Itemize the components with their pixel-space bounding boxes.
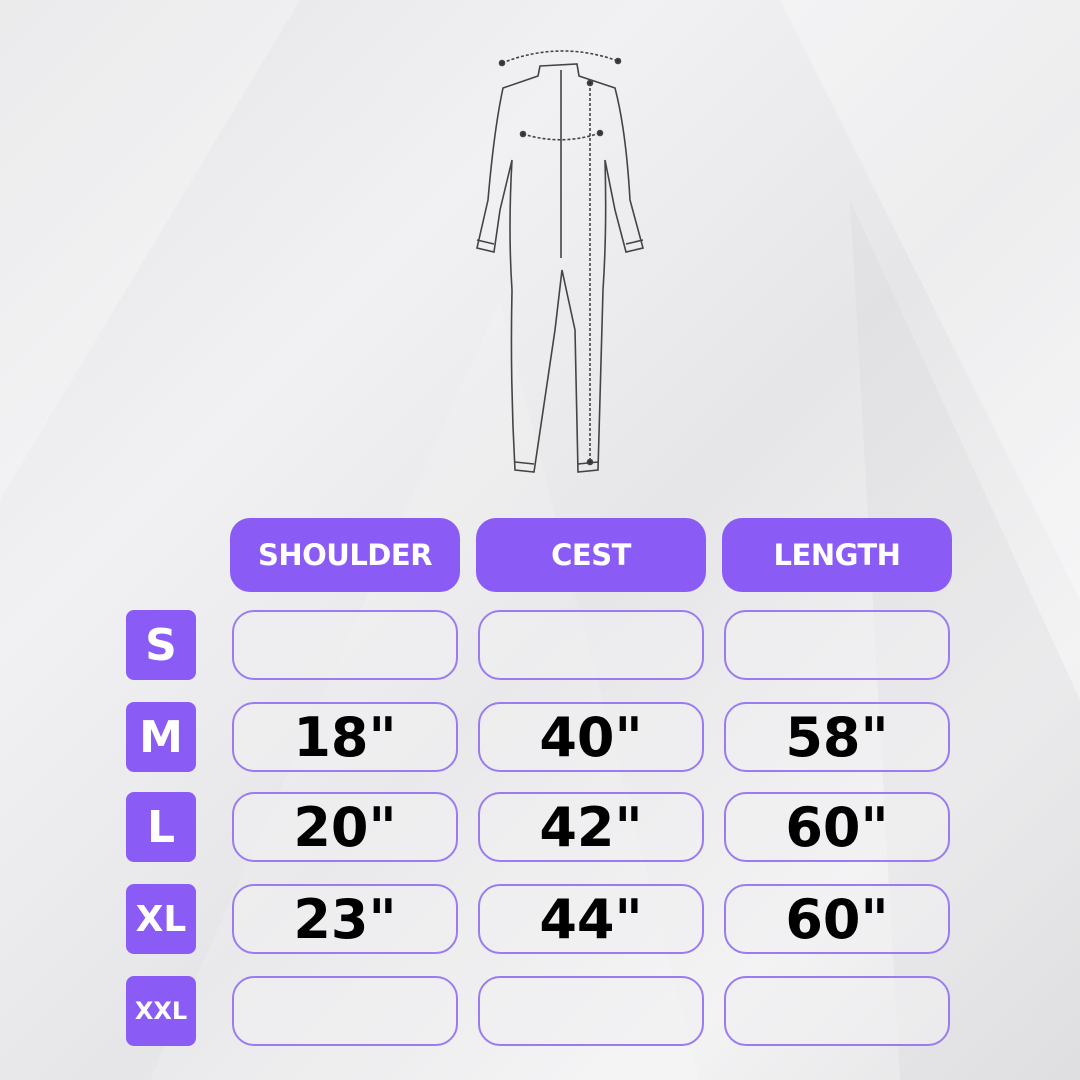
size-cell: 60" [724, 792, 950, 862]
size-cell [724, 976, 950, 1046]
size-cell [232, 610, 458, 680]
size-label-m: M [126, 702, 196, 772]
size-cell: 44" [478, 884, 704, 954]
column-header-shoulder: SHOULDER [230, 518, 460, 592]
size-cell: 20" [232, 792, 458, 862]
size-cell: 42" [478, 792, 704, 862]
size-label-s: S [126, 610, 196, 680]
size-cell: 58" [724, 702, 950, 772]
jumpsuit-icon [476, 50, 644, 473]
size-cell: 18" [232, 702, 458, 772]
size-cell: 60" [724, 884, 950, 954]
size-label-xxl: XXL [126, 976, 196, 1046]
column-header-length: LENGTH [722, 518, 952, 592]
size-cell: 23" [232, 884, 458, 954]
size-cell: 40" [478, 702, 704, 772]
size-label-l: L [126, 792, 196, 862]
size-cell [478, 610, 704, 680]
column-header-cest: CEST [476, 518, 706, 592]
size-label-xl: XL [126, 884, 196, 954]
size-cell [724, 610, 950, 680]
size-cell [232, 976, 458, 1046]
size-cell [478, 976, 704, 1046]
